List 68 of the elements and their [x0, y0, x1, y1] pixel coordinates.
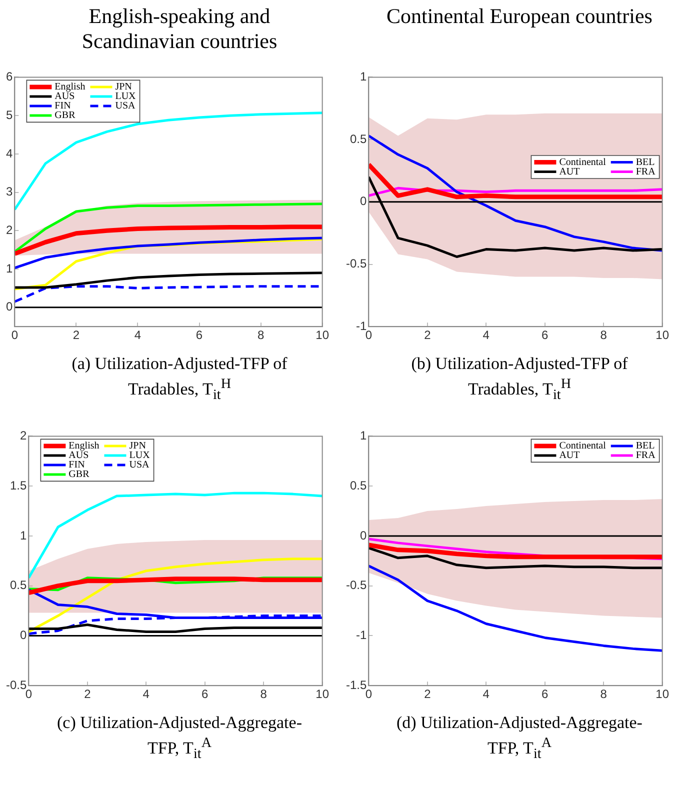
legend-label: GBR: [54, 110, 76, 122]
legend-label: Continental: [559, 156, 606, 168]
y-tick-label: 6: [6, 70, 13, 84]
x-tick-label: 4: [482, 328, 490, 342]
y-tick-label: 1: [360, 70, 367, 84]
y-tick-label: -0.5: [6, 678, 27, 692]
y-tick-label: 2: [20, 428, 27, 443]
x-tick-label: 4: [482, 687, 490, 702]
legend-label: FRA: [636, 166, 656, 178]
legend-label: JPN: [115, 82, 132, 93]
y-tick-label: 2: [6, 222, 13, 237]
legend-label: LUX: [115, 91, 137, 102]
x-tick-label: 2: [424, 328, 432, 342]
legend-label: BEL: [636, 440, 655, 452]
legend-label: USA: [129, 460, 150, 471]
y-tick-label: 0.5: [350, 478, 367, 492]
x-tick-label: 6: [542, 687, 549, 702]
x-tick-label: 8: [260, 687, 268, 702]
x-tick-label: 4: [134, 328, 142, 342]
x-tick-label: 10: [316, 328, 330, 342]
legend-label: FRA: [636, 450, 656, 462]
x-tick-label: 10: [316, 687, 330, 702]
y-tick-label: 1.5: [10, 478, 27, 492]
y-tick-label: 0.5: [350, 132, 367, 146]
x-tick-label: 6: [202, 687, 209, 702]
x-tick-label: 8: [600, 328, 608, 342]
chart-title: Continental European countries: [386, 3, 654, 30]
y-tick-label: 0.5: [10, 578, 27, 592]
legend-label: English: [54, 82, 86, 93]
y-tick-label: 1: [6, 261, 13, 276]
chart-title: English-speaking and Scandinavian countries: [80, 3, 278, 55]
y-tick-label: 1: [360, 428, 367, 443]
legend-label: AUS: [54, 91, 75, 102]
y-tick-label: 1: [20, 528, 27, 542]
y-tick-label: 0: [6, 300, 13, 314]
y-tick-label: 5: [6, 108, 13, 122]
legend-label: FIN: [68, 460, 85, 471]
x-tick-label: 8: [257, 328, 264, 342]
y-tick-label: -1.5: [346, 678, 367, 692]
x-tick-label: 6: [196, 328, 203, 342]
y-tick-label: 0: [20, 628, 27, 642]
legend-label: USA: [115, 100, 136, 112]
x-tick-label: 10: [656, 687, 670, 702]
legend-label: FIN: [54, 100, 71, 112]
legend-label: LUX: [129, 450, 151, 462]
legend-label: Continental: [559, 440, 606, 452]
x-tick-label: 8: [600, 687, 608, 702]
x-tick-label: 2: [84, 687, 92, 702]
y-tick-label: 4: [6, 146, 13, 160]
x-tick-label: 2: [72, 328, 80, 342]
y-tick-label: 0: [360, 194, 367, 208]
x-tick-label: 6: [542, 328, 549, 342]
legend-label: BEL: [636, 156, 655, 168]
y-tick-label: 0: [360, 528, 367, 542]
legend-label: JPN: [129, 440, 146, 452]
legend-label: GBR: [68, 469, 90, 480]
legend-label: AUT: [559, 166, 580, 178]
legend-label: AUS: [68, 450, 89, 462]
x-tick-label: 4: [142, 687, 150, 702]
x-tick-label: 10: [656, 328, 670, 342]
y-tick-label: -0.5: [346, 578, 367, 592]
y-tick-label: -1: [356, 628, 367, 642]
legend-label: English: [68, 440, 100, 452]
legend-label: AUT: [559, 450, 580, 462]
y-tick-label: -0.5: [346, 256, 367, 271]
y-tick-label: 3: [6, 184, 13, 199]
y-tick-label: -1: [356, 318, 367, 333]
x-tick-label: 2: [424, 687, 432, 702]
